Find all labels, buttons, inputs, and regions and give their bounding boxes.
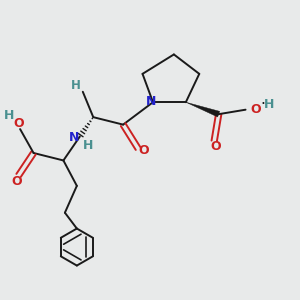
Text: O: O bbox=[12, 175, 22, 188]
Text: N: N bbox=[69, 131, 79, 144]
Polygon shape bbox=[186, 102, 220, 117]
Text: ·: · bbox=[260, 98, 265, 112]
Text: H: H bbox=[4, 109, 14, 122]
Text: O: O bbox=[139, 144, 149, 158]
Text: H: H bbox=[264, 98, 274, 111]
Text: N: N bbox=[146, 95, 156, 108]
Text: O: O bbox=[210, 140, 221, 153]
Text: H: H bbox=[70, 79, 80, 92]
Text: H: H bbox=[83, 139, 93, 152]
Text: O: O bbox=[13, 117, 24, 130]
Text: O: O bbox=[250, 103, 261, 116]
